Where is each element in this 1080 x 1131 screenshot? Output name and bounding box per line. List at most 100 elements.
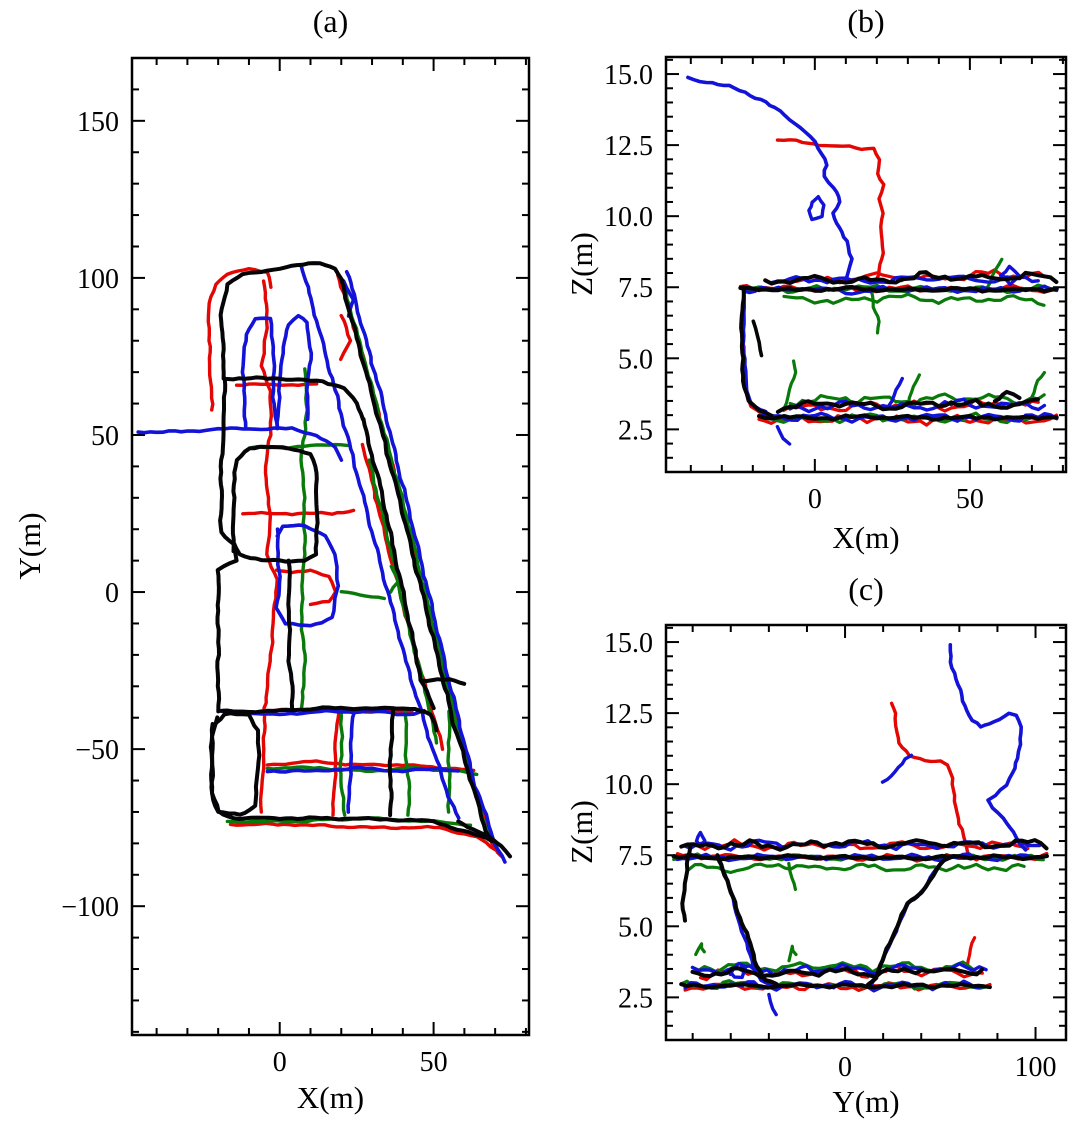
trajectory-path xyxy=(886,376,904,408)
trajectory-path xyxy=(258,712,267,814)
trajectory-path xyxy=(274,568,338,607)
trajectory-path xyxy=(259,279,279,710)
trajectory-path xyxy=(286,558,295,711)
trajectory-path xyxy=(739,285,774,418)
trajectory-path xyxy=(265,765,461,774)
trajectory-path xyxy=(757,413,1059,427)
trajectory-path xyxy=(715,853,779,987)
subplot-b-title: (b) xyxy=(847,3,885,39)
y-tick-label: 5.0 xyxy=(618,344,653,375)
trajectory-path xyxy=(880,753,914,784)
y-tick-label: 7.5 xyxy=(618,273,653,304)
trajectory-path xyxy=(687,862,1026,875)
y-tick-label: 7.5 xyxy=(618,841,653,872)
trajectory-path xyxy=(419,677,467,686)
tick-labels: 0 50 150 100 50 0 −50 −100 xyxy=(61,107,447,1078)
trajectory-path xyxy=(686,75,854,284)
tick-marks xyxy=(132,57,529,1035)
trajectory-path xyxy=(338,709,347,817)
x-tick-label: 0 xyxy=(273,1047,287,1078)
trajectory-path xyxy=(671,853,1049,862)
subplot-a-plot: 0 50 150 100 50 0 −50 −100 xyxy=(61,56,531,1078)
y-tick-label: 15.0 xyxy=(604,628,653,659)
x-tick-label: 0 xyxy=(838,1052,852,1083)
trajectory-path xyxy=(869,288,881,335)
trajectory-path xyxy=(339,590,386,601)
trajectory-path xyxy=(679,838,1049,852)
trajectory-path xyxy=(865,854,954,987)
subplot-c-plot: 0 100 15.0 12.5 10.0 7.5 5.0 2.5 xyxy=(604,623,1068,1083)
trajectory-path xyxy=(228,821,497,852)
trajectory-path xyxy=(782,292,1046,307)
trajectory-path xyxy=(225,375,365,422)
trajectory-path xyxy=(889,701,970,854)
series-run-black xyxy=(671,838,1049,990)
subplot-a-title: (a) xyxy=(312,3,349,39)
trajectory-path xyxy=(241,508,356,517)
y-tick-label: 50 xyxy=(91,421,119,452)
series-run-black xyxy=(208,261,512,859)
trajectory-path xyxy=(206,267,273,412)
series-run-black xyxy=(738,270,1059,422)
tick-labels: 0 50 15.0 12.5 10.0 7.5 5.0 2.5 xyxy=(604,60,984,515)
subplot-c-title: (c) xyxy=(848,571,884,607)
axes-frame xyxy=(664,55,1068,474)
trajectory-path xyxy=(344,270,507,864)
trajectory-path xyxy=(367,458,439,745)
tick-marks xyxy=(666,625,1066,1041)
trajectory-path xyxy=(346,709,357,814)
trajectory-path xyxy=(787,861,797,891)
trajectory-path xyxy=(965,936,977,968)
trajectory-path xyxy=(234,382,319,387)
trajectory-path xyxy=(339,313,353,361)
trajectory-path xyxy=(992,389,1022,404)
trajectory-path xyxy=(299,367,309,710)
series-run-blue xyxy=(675,643,1045,1017)
y-tick-label: 10.0 xyxy=(604,770,653,801)
y-tick-label: 15.0 xyxy=(604,60,653,91)
y-tick-label: 100 xyxy=(77,264,119,295)
x-tick-label: 50 xyxy=(420,1047,448,1078)
x-tick-label: 100 xyxy=(1015,1052,1057,1083)
axes-frame xyxy=(664,623,1068,1042)
trajectory-path xyxy=(763,270,1059,286)
tick-marks xyxy=(666,57,1066,473)
trajectory-path xyxy=(299,263,461,820)
trajectory-path xyxy=(738,284,1059,294)
y-tick-label: 0 xyxy=(105,578,119,609)
trajectory-path xyxy=(775,138,886,281)
trajectory-path xyxy=(218,261,345,381)
y-tick-label: 2.5 xyxy=(618,415,653,446)
subplot-b-xlabel: X(m) xyxy=(832,520,900,555)
subplot-c-ylabel: Z(m) xyxy=(564,800,599,864)
y-tick-label: 12.5 xyxy=(604,699,653,730)
trajectory-path xyxy=(274,523,341,628)
y-tick-label: 12.5 xyxy=(604,131,653,162)
subplot-b-plot: 0 50 15.0 12.5 10.0 7.5 5.0 2.5 xyxy=(604,55,1068,515)
y-tick-label: −50 xyxy=(75,735,119,766)
subplot-a-ylabel: Y(m) xyxy=(12,512,47,580)
trajectory-path xyxy=(1029,371,1046,400)
subplot-a-xlabel: X(m) xyxy=(296,1080,365,1115)
trajectory-path xyxy=(757,413,1059,422)
trajectory-path xyxy=(679,982,992,990)
y-tick-label: 10.0 xyxy=(604,202,653,233)
y-tick-label: −100 xyxy=(61,892,119,923)
trajectory-path xyxy=(999,264,1022,286)
trajectory-path xyxy=(403,709,412,817)
trajectory-path xyxy=(751,319,764,358)
trajectory-path xyxy=(767,992,778,1017)
trajectory-path xyxy=(680,844,693,923)
trajectory-path xyxy=(339,278,495,842)
y-tick-label: 150 xyxy=(77,107,119,138)
trajectory-path xyxy=(807,195,826,222)
trajectory-path xyxy=(219,705,439,733)
trajectory-path xyxy=(361,417,436,711)
x-tick-label: 50 xyxy=(956,484,984,515)
axes-frame xyxy=(130,56,531,1037)
trajectory-path xyxy=(787,944,798,963)
trajectory-path xyxy=(387,706,395,818)
trajectory-path xyxy=(948,643,1028,852)
trajectory-path xyxy=(230,444,320,564)
